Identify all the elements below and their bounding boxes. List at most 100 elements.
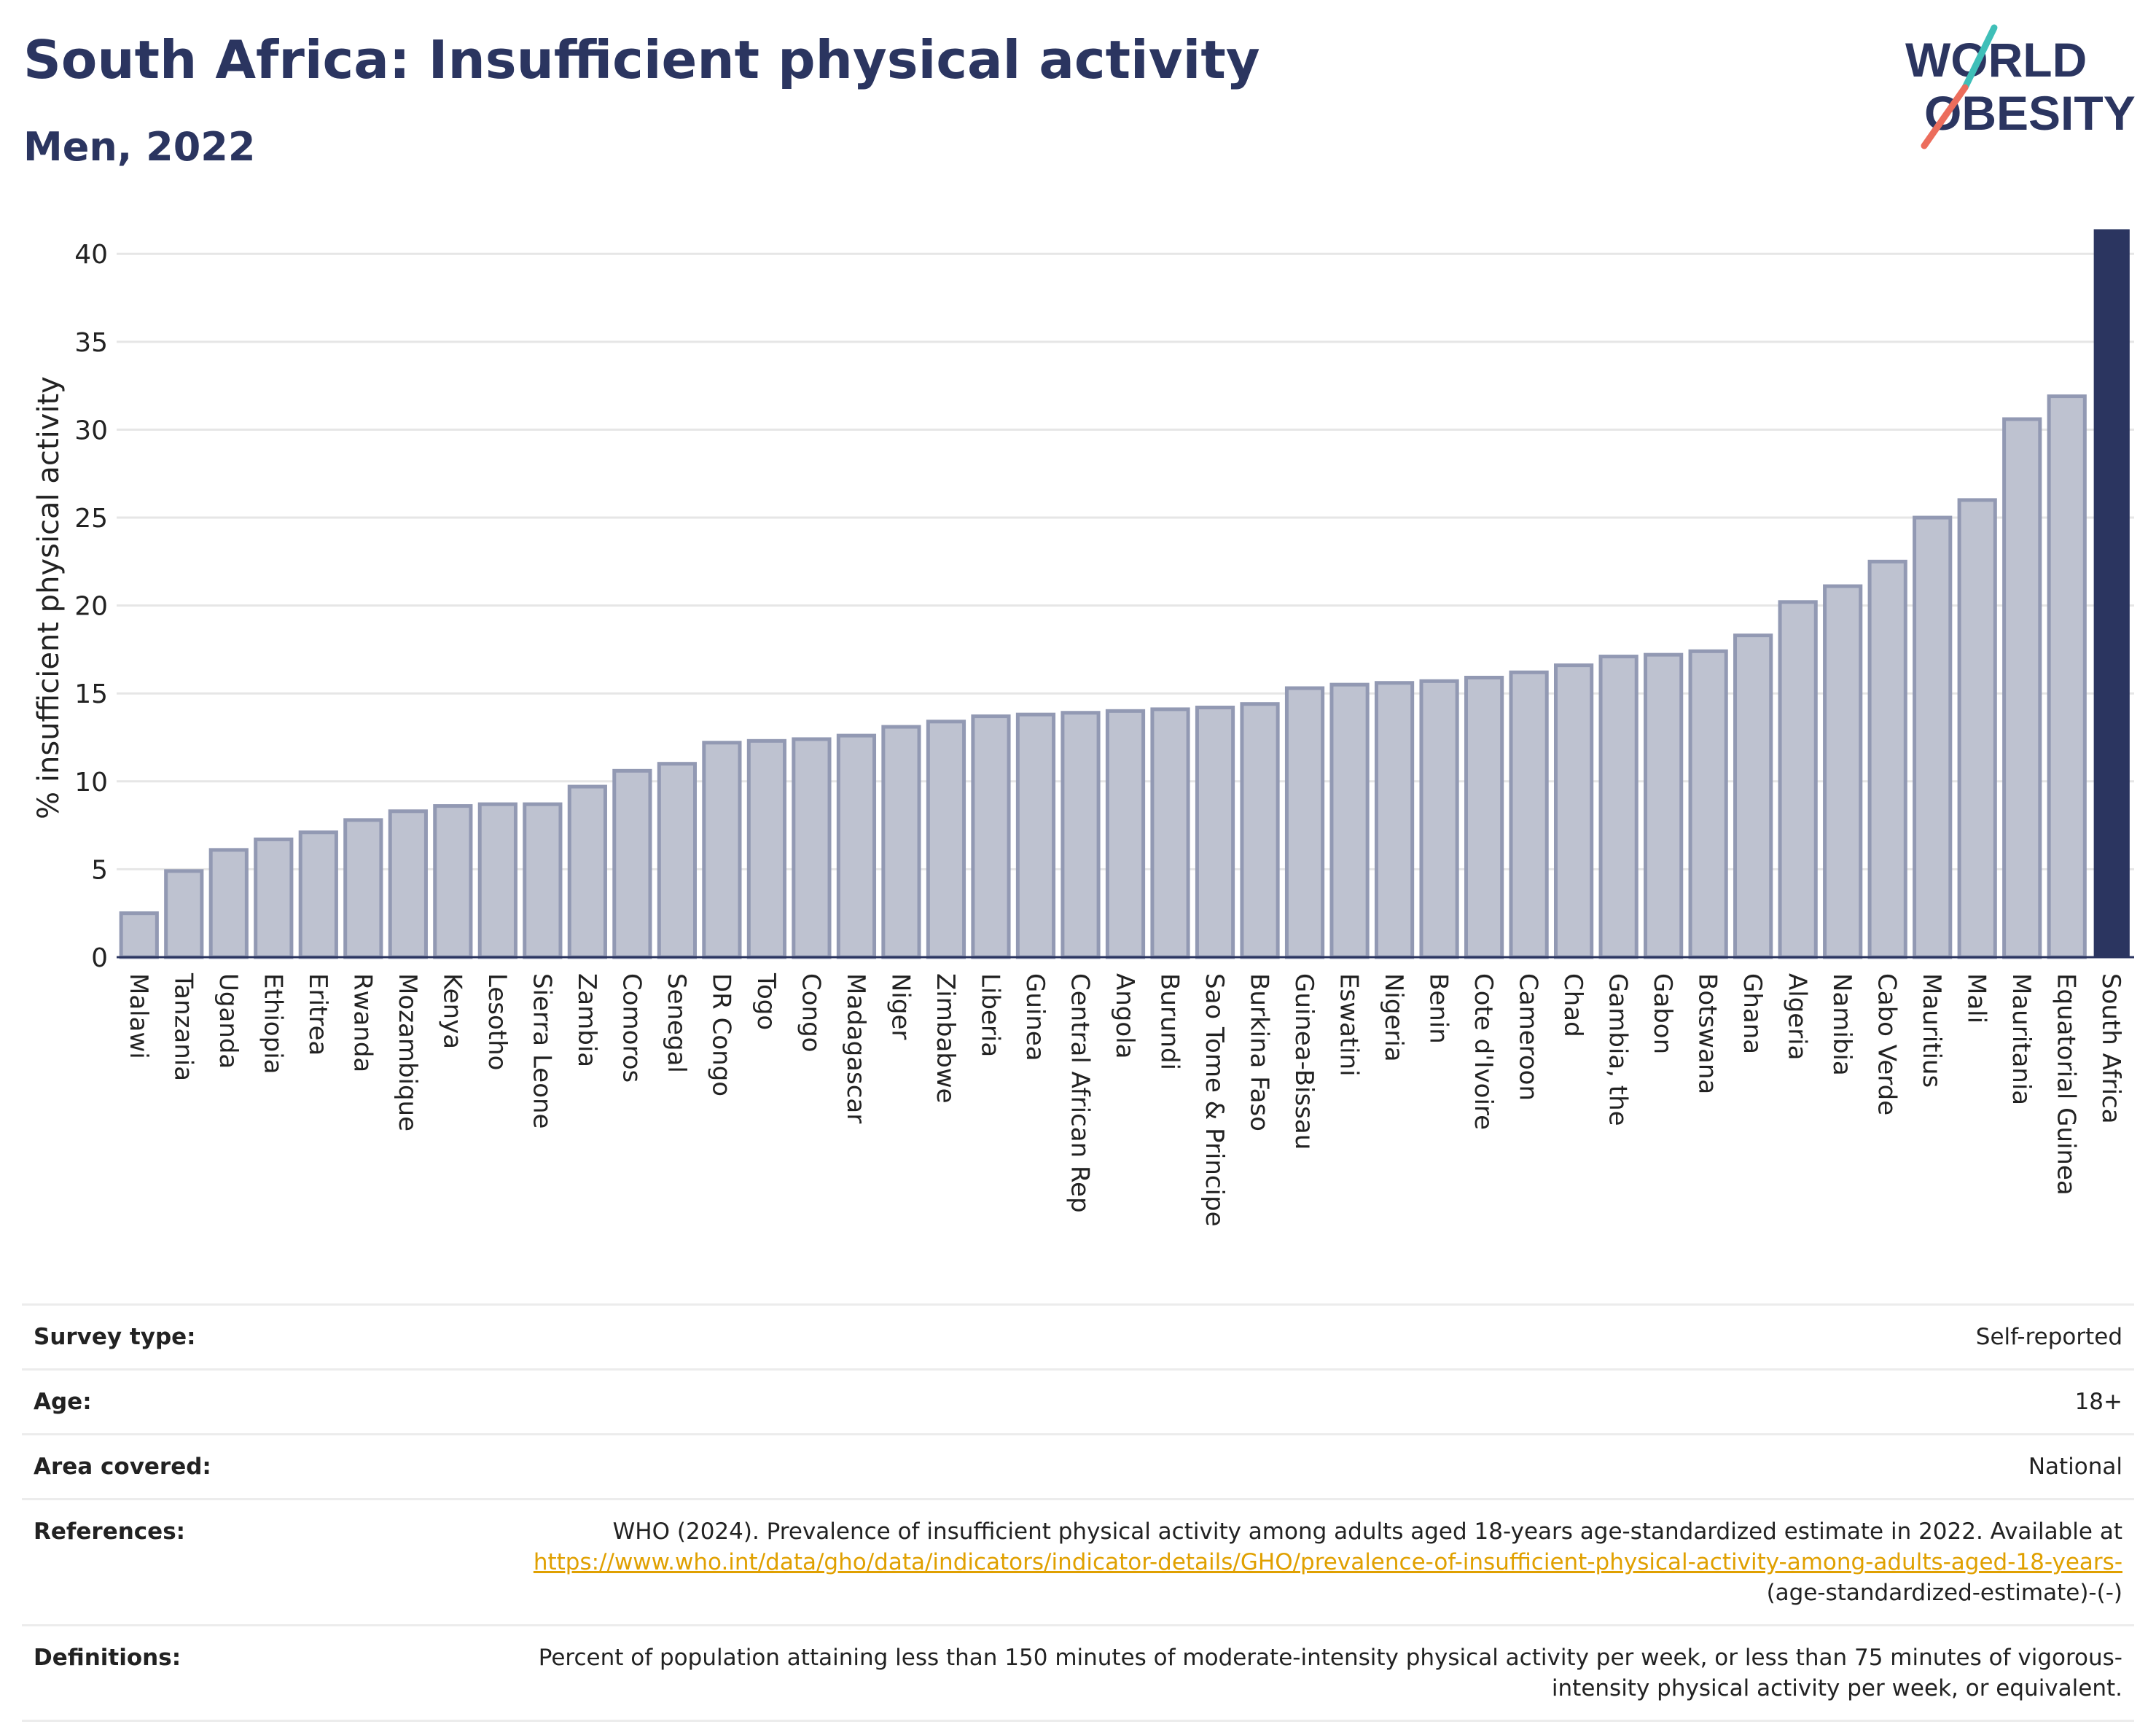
- x-tick-label: Namibia: [1827, 973, 1856, 1076]
- info-table: Survey type: Self-reported Age: 18+ Area…: [22, 1303, 2134, 1722]
- x-tick-labels: Malawi Tanzania Uganda Ethiopia Eritrea Rwand…: [124, 972, 2125, 1227]
- age-row: Age: 18+: [22, 1371, 2134, 1435]
- bar-dr-congo: [702, 741, 742, 959]
- bar-equatorial-guinea: [2047, 394, 2087, 959]
- x-tick-label: Burundi: [1155, 973, 1184, 1070]
- logo-slash-teal: [1961, 24, 1998, 91]
- bar-mauritius: [1913, 515, 1953, 959]
- bar-botswana: [1688, 649, 1728, 959]
- bar-mauritania: [2002, 417, 2042, 959]
- references-link[interactable]: https://www.who.int/data/gho/data/indica…: [533, 1549, 2122, 1575]
- y-tick-label: 25: [74, 504, 108, 534]
- x-tick-label: Ethiopia: [258, 973, 287, 1074]
- x-tick-label: Guinea-Bissau: [1289, 973, 1319, 1150]
- bar-zimbabwe: [926, 720, 966, 959]
- bar-zambia: [567, 784, 607, 959]
- y-tick-label: 30: [74, 416, 108, 445]
- bar-angola: [1105, 709, 1146, 959]
- bar-kenya: [433, 804, 473, 959]
- y-tick-label: 15: [74, 679, 108, 709]
- survey-type-row: Survey type: Self-reported: [22, 1306, 2134, 1371]
- bar-tanzania: [164, 869, 204, 959]
- x-tick-label: Liberia: [975, 973, 1004, 1057]
- bar-gabon: [1644, 652, 1684, 959]
- bar-guinea: [1015, 712, 1056, 959]
- bar-liberia: [971, 714, 1011, 959]
- x-tick-label: Sao Tome & Principe: [1200, 973, 1229, 1227]
- page-subtitle: Men, 2022: [23, 124, 256, 170]
- x-tick-label: Malawi: [124, 973, 153, 1059]
- x-tick-label: Rwanda: [348, 973, 377, 1072]
- references-text: WHO (2024). Prevalence of insufficient p…: [612, 1518, 2122, 1545]
- y-axis-label: % insufficient physical activity: [32, 376, 66, 819]
- references-label: References:: [34, 1518, 186, 1545]
- definitions-value: Percent of population attaining less tha…: [538, 1645, 2122, 1701]
- x-tick-label: Equatorial Guinea: [2052, 973, 2081, 1196]
- x-tick-label: Central African Rep: [1065, 973, 1094, 1213]
- bar-mali: [1957, 498, 1997, 959]
- bar-uganda: [208, 848, 249, 959]
- x-tick-label: Angola: [1110, 973, 1139, 1058]
- x-tick-label: Lesotho: [483, 973, 512, 1070]
- y-tick-label: 40: [74, 240, 108, 270]
- bar-eritrea: [298, 830, 338, 959]
- bar-guinea-bissau: [1284, 686, 1325, 959]
- definitions-label: Definitions:: [34, 1645, 181, 1671]
- bar-chad: [1554, 663, 1594, 959]
- bar-nigeria: [1374, 681, 1415, 959]
- x-tick-label: Mali: [1962, 973, 1991, 1024]
- logo-slash-coral: [1921, 84, 1969, 149]
- x-tick-label: Guinea: [1020, 973, 1050, 1061]
- y-tick-labels: 0 5 10 15 20 25 30 35 40: [74, 240, 108, 973]
- x-tick-label: Mauritania: [2007, 973, 2036, 1105]
- bar-mozambique: [388, 809, 428, 959]
- area-covered-value: National: [2028, 1454, 2122, 1480]
- page-title: South Africa: Insufficient physical acti…: [23, 29, 1260, 90]
- x-tick-label: Tanzania: [168, 972, 198, 1081]
- x-tick-label: Cameroon: [1514, 973, 1543, 1101]
- y-tick-label: 5: [91, 855, 108, 885]
- bar-central-african-rep: [1061, 711, 1101, 959]
- survey-type-label: Survey type:: [34, 1324, 196, 1350]
- x-tick-label: Cote d'Ivoire: [1469, 973, 1498, 1130]
- area-covered-row: Area covered: National: [22, 1435, 2134, 1500]
- x-tick-label: Togo: [751, 972, 781, 1030]
- bar-malawi: [119, 911, 159, 959]
- x-tick-label: Ghana: [1738, 973, 1767, 1054]
- bar-gambia-the: [1598, 655, 1639, 959]
- x-tick-label: Uganda: [214, 973, 243, 1069]
- survey-type-value: Self-reported: [1975, 1324, 2122, 1350]
- x-tick-label: Sierra Leone: [527, 973, 556, 1128]
- x-tick-label: Mauritius: [1917, 973, 1946, 1088]
- x-tick-label: Gabon: [1648, 973, 1677, 1054]
- bar-cabo-verde: [1867, 559, 1907, 959]
- x-tick-label: Eritrea: [303, 973, 332, 1056]
- bar-burkina-faso: [1240, 702, 1280, 959]
- x-tick-label: Algeria: [1783, 973, 1812, 1060]
- x-tick-label: South Africa: [2096, 973, 2125, 1124]
- bar-comoros: [612, 768, 652, 959]
- references-value: WHO (2024). Prevalence of insufficient p…: [483, 1516, 2122, 1608]
- logo-line-1: WORLD: [1905, 33, 2087, 87]
- bar-senegal: [657, 762, 697, 959]
- age-value: 18+: [2074, 1389, 2122, 1415]
- x-tick-label: Burkina Faso: [1245, 973, 1274, 1131]
- references-row: References: WHO (2024). Prevalence of in…: [22, 1500, 2134, 1626]
- bar-congo: [792, 737, 832, 959]
- x-tick-label: DR Congo: [706, 973, 735, 1096]
- bar-burundi: [1150, 707, 1190, 959]
- bar-namibia: [1823, 584, 1863, 959]
- x-tick-label: Comoros: [617, 973, 646, 1083]
- bars: [119, 229, 2130, 959]
- x-tick-label: Senegal: [662, 973, 691, 1073]
- bar-niger: [881, 725, 921, 959]
- bar-sierra-leone: [523, 802, 563, 959]
- references-suffix: (age-standardized-estimate)-(-): [1766, 1580, 2122, 1606]
- bar-ethiopia: [254, 837, 294, 959]
- definitions-row: Definitions: Percent of population attai…: [22, 1626, 2134, 1722]
- x-tick-label: Kenya: [437, 973, 466, 1049]
- x-tick-label: Nigeria: [1379, 973, 1408, 1062]
- x-tick-label: Cabo Verde: [1872, 973, 1902, 1115]
- x-tick-label: Congo: [796, 973, 825, 1052]
- x-tick-label: Zimbabwe: [931, 973, 960, 1104]
